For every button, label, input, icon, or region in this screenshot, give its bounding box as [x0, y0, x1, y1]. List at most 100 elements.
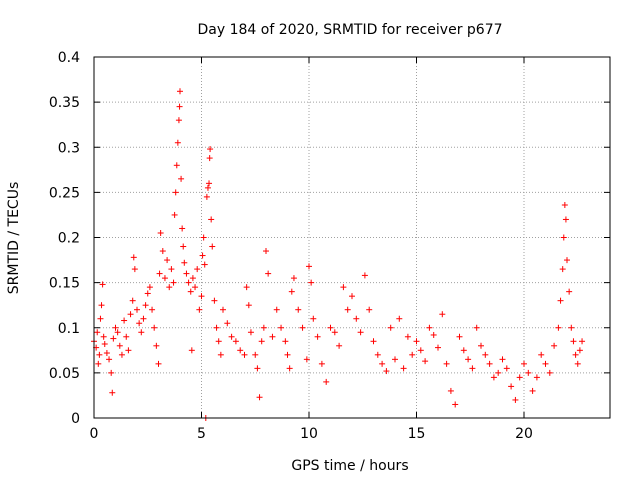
- data-point: [460, 347, 467, 354]
- data-point: [168, 266, 175, 273]
- data-point: [175, 117, 182, 124]
- data-point: [192, 284, 199, 291]
- data-point: [396, 315, 403, 322]
- data-point: [490, 374, 497, 381]
- data-point: [538, 351, 545, 358]
- data-point: [572, 351, 579, 358]
- data-point: [94, 329, 101, 336]
- data-point: [456, 333, 463, 340]
- data-point: [568, 324, 575, 331]
- data-point: [100, 333, 107, 340]
- y-tick-label: 0.3: [58, 140, 80, 156]
- data-point: [146, 284, 153, 291]
- data-point: [409, 351, 416, 358]
- data-point: [282, 338, 289, 345]
- data-point: [131, 266, 138, 273]
- data-point: [108, 369, 115, 376]
- data-point: [439, 311, 446, 318]
- data-point: [130, 254, 137, 261]
- data-point: [228, 333, 235, 340]
- data-point: [114, 329, 121, 336]
- data-point: [215, 338, 222, 345]
- data-point: [237, 347, 244, 354]
- data-point: [473, 324, 480, 331]
- data-point: [189, 275, 196, 282]
- data-point: [149, 306, 156, 313]
- data-point: [263, 248, 269, 255]
- x-tick-label: 0: [90, 426, 99, 442]
- x-tick-label: 5: [197, 426, 206, 442]
- data-point: [213, 324, 220, 331]
- data-point: [173, 162, 180, 169]
- data-point: [99, 281, 106, 288]
- data-point: [576, 347, 583, 354]
- data-point: [357, 329, 364, 336]
- data-point: [521, 360, 527, 367]
- data-point: [224, 320, 231, 327]
- data-point: [164, 257, 171, 264]
- data-point: [198, 293, 205, 300]
- data-point: [430, 331, 437, 338]
- data-point: [555, 324, 562, 331]
- data-point: [134, 306, 140, 313]
- data-point: [245, 302, 252, 309]
- data-point: [112, 324, 119, 331]
- data-point: [366, 306, 373, 313]
- data-point: [109, 389, 116, 396]
- data-point: [247, 329, 254, 336]
- data-point: [181, 259, 188, 266]
- data-point: [136, 320, 143, 327]
- data-point: [566, 288, 573, 295]
- data-point: [564, 257, 570, 264]
- y-tick-label: 0.35: [49, 95, 80, 111]
- data-point: [177, 88, 183, 95]
- data-point: [200, 234, 207, 241]
- x-tick-label: 15: [408, 426, 426, 442]
- data-point: [204, 184, 211, 191]
- data-point: [101, 340, 108, 347]
- data-point: [106, 356, 113, 363]
- data-point: [232, 338, 239, 345]
- grid-lines: [94, 57, 610, 418]
- data-point: [314, 333, 321, 340]
- data-point: [243, 284, 250, 291]
- data-point: [404, 333, 411, 340]
- data-point: [422, 358, 429, 365]
- data-point: [241, 351, 248, 358]
- data-point: [561, 202, 568, 209]
- data-point: [318, 360, 325, 367]
- data-point: [387, 324, 394, 331]
- data-point: [170, 279, 177, 286]
- data-point: [278, 324, 285, 331]
- data-point: [207, 146, 214, 153]
- data-point: [447, 387, 454, 394]
- data-point: [256, 394, 263, 401]
- data-point: [383, 368, 390, 375]
- data-points: [91, 88, 586, 421]
- data-point: [97, 315, 104, 322]
- y-tick-label: 0.4: [58, 50, 80, 66]
- data-point: [370, 338, 377, 345]
- data-point: [525, 369, 532, 376]
- data-point: [110, 335, 117, 342]
- data-point: [203, 193, 210, 200]
- data-point: [269, 333, 276, 340]
- data-point: [331, 329, 338, 336]
- x-tick-label: 10: [300, 426, 318, 442]
- data-point: [174, 139, 181, 146]
- data-point: [290, 275, 297, 282]
- data-point: [413, 338, 420, 345]
- data-point: [151, 324, 158, 331]
- data-point: [495, 369, 502, 376]
- data-point: [503, 365, 510, 372]
- data-point: [288, 288, 295, 295]
- data-point: [265, 270, 272, 277]
- data-point: [273, 306, 280, 313]
- data-point: [349, 293, 355, 300]
- data-point: [435, 344, 441, 351]
- data-point: [557, 297, 564, 304]
- data-point: [96, 351, 103, 358]
- data-point: [156, 270, 163, 277]
- data-point: [400, 365, 407, 372]
- data-point: [157, 229, 164, 236]
